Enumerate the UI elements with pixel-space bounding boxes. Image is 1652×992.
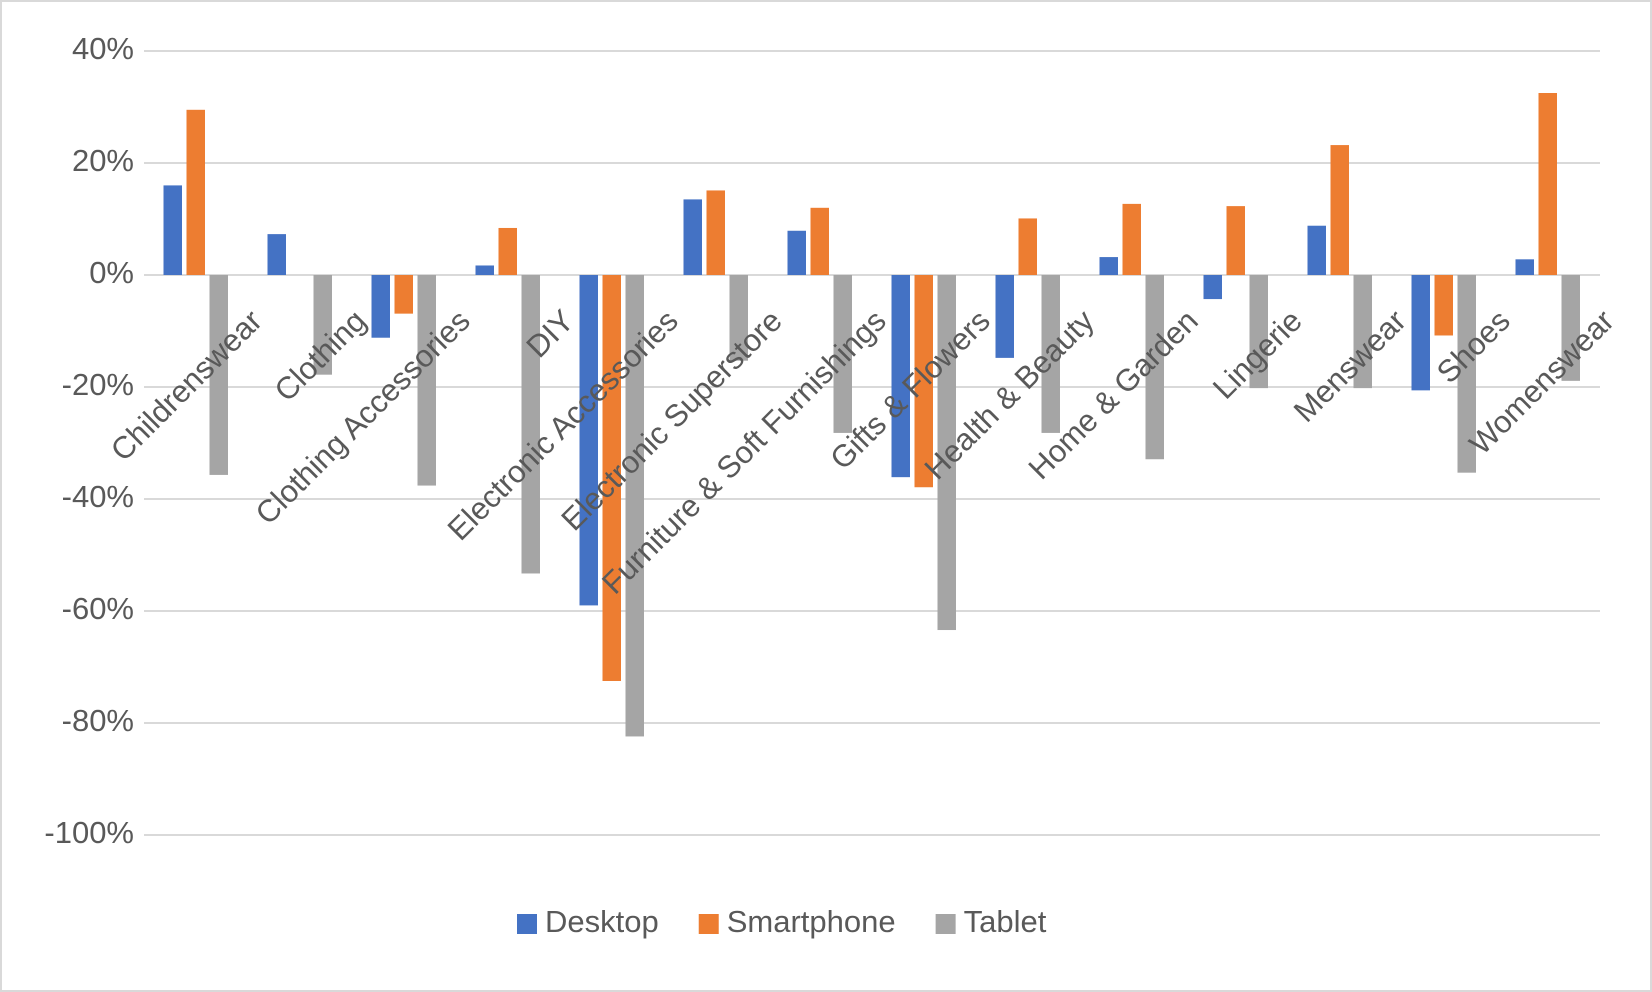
bar (1515, 259, 1534, 275)
bar (891, 275, 910, 478)
bar (1330, 145, 1349, 275)
bar (729, 275, 748, 361)
bar (475, 265, 494, 275)
bar (1353, 275, 1372, 389)
legend-swatch (698, 914, 719, 934)
bar (186, 109, 205, 275)
bar (833, 275, 852, 433)
bar (1307, 225, 1326, 275)
bar (1561, 275, 1580, 381)
bar (810, 207, 829, 275)
bar (1099, 257, 1118, 275)
y-tick-label: 40% (72, 31, 134, 66)
bar (417, 275, 436, 486)
bar (1122, 203, 1141, 275)
bar (1226, 206, 1245, 275)
bar (914, 275, 933, 488)
bar (602, 275, 621, 681)
bar (394, 275, 413, 314)
bar (937, 275, 956, 631)
y-tick-label: 0% (89, 255, 134, 290)
legend-label: Tablet (964, 904, 1047, 939)
bar (1434, 275, 1453, 336)
legend-swatch (935, 914, 956, 934)
bar (995, 275, 1014, 358)
y-tick-label: -80% (62, 703, 134, 738)
legend-swatch (517, 914, 537, 934)
y-tick-label: -40% (62, 479, 134, 514)
bar (1018, 218, 1037, 275)
bar (163, 185, 182, 275)
bar (1145, 275, 1164, 460)
y-tick-label: 20% (72, 143, 134, 178)
bar (787, 230, 806, 275)
legend-label: Smartphone (727, 904, 896, 939)
bar (683, 199, 702, 275)
y-tick-label: -20% (62, 367, 134, 402)
y-tick-label: -60% (62, 591, 134, 626)
bar (1411, 275, 1430, 391)
bar (625, 275, 644, 737)
bar (521, 275, 540, 574)
bar (579, 275, 598, 606)
bar (209, 275, 228, 475)
legend-label: Desktop (545, 904, 659, 939)
bar (1457, 275, 1476, 473)
bar (313, 275, 332, 375)
bar (1203, 275, 1222, 300)
bar (1249, 275, 1268, 389)
bar (1041, 275, 1060, 433)
bar (371, 275, 390, 338)
bar (267, 234, 286, 275)
y-tick-label: -100% (44, 815, 134, 850)
bar (498, 227, 517, 275)
bar (1538, 93, 1557, 275)
bar (706, 190, 725, 275)
